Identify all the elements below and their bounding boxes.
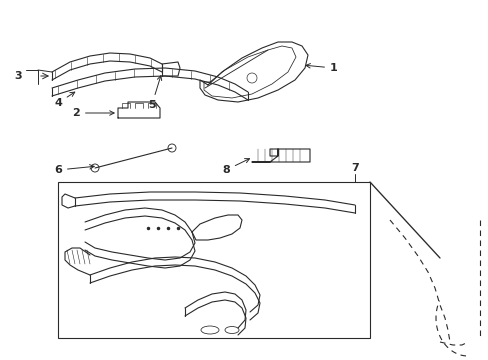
Text: 2: 2 [72, 108, 114, 118]
Text: 5: 5 [148, 76, 162, 110]
Text: 6: 6 [54, 165, 94, 175]
Bar [58, 182, 369, 338]
Text: 3: 3 [14, 71, 22, 81]
Text: 8: 8 [222, 159, 249, 175]
Text: 1: 1 [305, 63, 337, 73]
Text: 4: 4 [54, 92, 75, 108]
Text: 7: 7 [350, 163, 358, 173]
